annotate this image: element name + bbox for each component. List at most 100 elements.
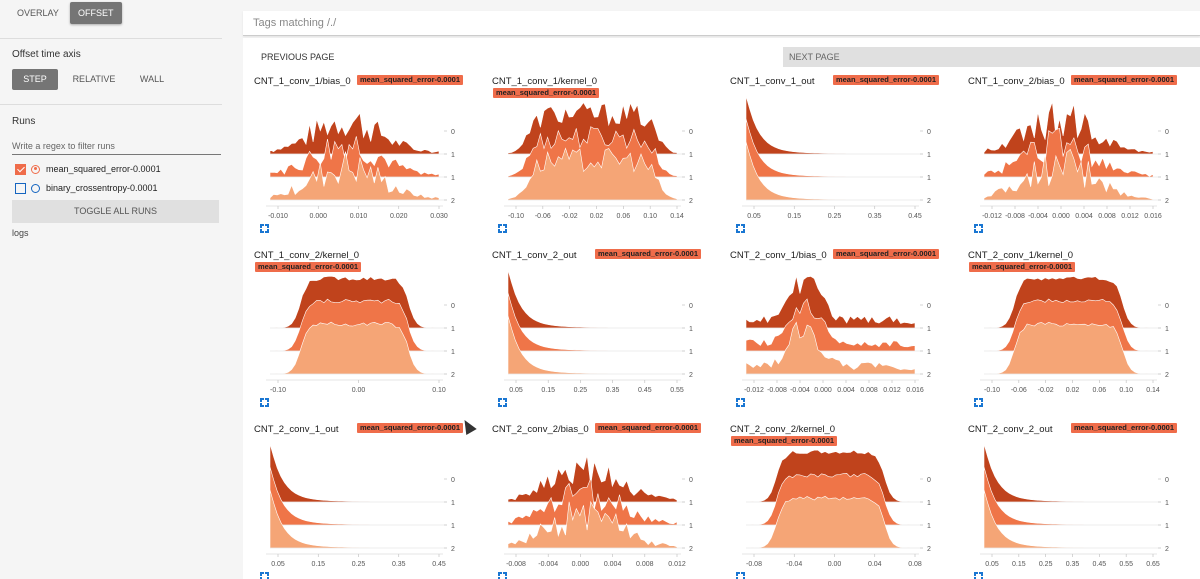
histogram-plot[interactable]: 0 1 1 2 -0.10 -0.06 -0.02 0.02 0.06 0.10 0.14 — [492, 94, 717, 234]
expand-chart-icon[interactable] — [974, 398, 983, 407]
x-tick-label: 0.25 — [352, 561, 366, 568]
histogram-card: CNT_1_conv_2/kernel_0 mean_squared_error-… — [254, 250, 479, 420]
x-tick-label: 0.55 — [1119, 561, 1133, 568]
y-tick-label: 1 — [689, 500, 693, 507]
y-tick-label: 0 — [927, 129, 931, 136]
histogram-step-0 — [983, 443, 1154, 503]
histogram-plot[interactable]: 0 1 1 2 -0.08 -0.04 0.00 0.04 0.08 — [730, 442, 955, 579]
histogram-plot[interactable]: 0 1 1 2 -0.10 -0.06 -0.02 0.02 0.06 0.10 0.14 — [968, 268, 1193, 408]
y-tick-label: 0 — [689, 303, 693, 310]
x-tick-label: 0.008 — [860, 387, 878, 394]
histogram-plot[interactable]: 0 1 1 2 -0.012 -0.008 -0.004 0.000 0.004 0.008 0.0… — [730, 268, 955, 408]
histogram-plot[interactable]: 0 1 1 2 -0.008 -0.004 0.000 0.004 0.008 0.012 — [492, 442, 717, 579]
y-tick-label: 1 — [451, 152, 455, 159]
x-tick-label: 0.25 — [574, 387, 588, 394]
chart-title: CNT_2_conv_2/bias_0 — [492, 424, 589, 435]
expand-chart-icon[interactable] — [736, 398, 745, 407]
y-tick-label: 2 — [689, 198, 693, 205]
wall-axis-button[interactable]: WALL — [139, 74, 165, 84]
run-checkbox[interactable] — [15, 182, 26, 194]
y-tick-label: 1 — [927, 175, 931, 182]
histogram-plot[interactable]: 0 1 1 2 0.05 0.15 0.25 0.35 0.45 — [730, 94, 955, 234]
histogram-plot[interactable]: 0 1 1 2 0.05 0.15 0.25 0.35 0.45 — [254, 442, 479, 579]
next-page-button[interactable]: NEXT PAGE — [783, 47, 1200, 67]
y-tick-label: 2 — [451, 372, 455, 379]
expand-chart-icon[interactable] — [260, 572, 269, 579]
histogram-plot[interactable]: 0 1 1 2 -0.012 -0.008 -0.004 0.000 0.004 0.008 0.0… — [968, 94, 1193, 234]
run-badge: mean_squared_error-0.0001 — [255, 262, 362, 272]
y-tick-label: 1 — [451, 326, 455, 333]
x-tick-label: 0.004 — [837, 387, 855, 394]
run-badge: mean_squared_error-0.0001 — [731, 436, 838, 446]
histogram-plot[interactable]: 0 1 1 2 -0.010 0.000 0.010 0.020 0.030 — [254, 94, 479, 234]
x-tick-label: 0.012 — [668, 561, 686, 568]
x-tick-label: 0.35 — [392, 561, 406, 568]
expand-chart-icon[interactable] — [498, 224, 507, 233]
x-tick-label: 0.45 — [1093, 561, 1107, 568]
histogram-card: CNT_1_conv_2_out mean_squared_error-0.000… — [492, 249, 717, 420]
x-tick-label: -0.06 — [1011, 387, 1027, 394]
run-item[interactable]: mean_squared_error-0.0001 — [15, 162, 161, 176]
histogram-plot[interactable]: 0 1 1 2 0.05 0.15 0.25 0.35 0.45 0.55 0.65 — [968, 442, 1193, 579]
x-tick-label: 0.35 — [606, 387, 620, 394]
run-label: binary_crossentropy-0.0001 — [46, 183, 158, 193]
expand-chart-icon[interactable] — [498, 572, 507, 579]
x-tick-label: 0.05 — [985, 561, 999, 568]
histogram-plot[interactable]: 0 1 1 2 -0.10 0.00 0.10 — [254, 268, 479, 408]
y-tick-label: 2 — [451, 546, 455, 553]
x-tick-label: -0.02 — [1038, 387, 1054, 394]
tag-search-bar — [243, 11, 1200, 36]
run-color-radio[interactable] — [31, 183, 40, 193]
y-tick-label: 2 — [1165, 372, 1169, 379]
run-badge: mean_squared_error-0.0001 — [594, 423, 701, 433]
histogram-step-1 — [745, 298, 916, 352]
relative-axis-button[interactable]: RELATIVE — [72, 74, 116, 84]
run-filter-input[interactable] — [12, 138, 221, 155]
y-tick-label: 1 — [689, 175, 693, 182]
expand-chart-icon[interactable] — [974, 224, 983, 233]
x-tick-label: 0.008 — [636, 561, 654, 568]
histogram-card: CNT_1_conv_1/kernel_0 mean_squared_error-… — [492, 76, 717, 246]
y-tick-label: 0 — [451, 129, 455, 136]
y-tick-label: 1 — [927, 500, 931, 507]
expand-chart-icon[interactable] — [260, 224, 269, 233]
y-tick-label: 0 — [927, 303, 931, 310]
expand-chart-icon[interactable] — [736, 572, 745, 579]
histogram-plot[interactable]: 0 1 1 2 0.05 0.15 0.25 0.35 0.45 0.55 — [492, 268, 717, 408]
run-badge: mean_squared_error-0.0001 — [1070, 75, 1177, 85]
x-tick-label: 0.10 — [432, 387, 446, 394]
histogram-step-2 — [745, 321, 916, 375]
run-color-radio[interactable] — [31, 164, 40, 174]
x-tick-label: 0.012 — [883, 387, 901, 394]
x-tick-label: 0.00 — [828, 561, 842, 568]
chart-title: CNT_1_conv_1/kernel_0 — [492, 76, 598, 87]
histogram-step-2 — [983, 148, 1154, 201]
overlay-mode-button[interactable]: OVERLAY — [17, 8, 59, 18]
x-tick-label: 0.15 — [1012, 561, 1026, 568]
histogram-step-2 — [507, 147, 678, 201]
chart-title: CNT_1_conv_1/bias_0 — [254, 76, 351, 87]
chart-title: CNT_2_conv_2_out — [968, 424, 1053, 435]
x-tick-label: 0.05 — [509, 387, 523, 394]
previous-page-button[interactable]: PREVIOUS PAGE — [261, 52, 335, 62]
expand-chart-icon[interactable] — [736, 224, 745, 233]
run-item[interactable]: binary_crossentropy-0.0001 — [15, 181, 158, 195]
toggle-all-runs-button[interactable]: TOGGLE ALL RUNS — [12, 200, 219, 223]
x-tick-label: -0.10 — [270, 387, 286, 394]
offset-mode-button[interactable]: OFFSET — [70, 2, 122, 24]
histogram-step-2 — [984, 321, 1153, 375]
expand-chart-icon[interactable] — [498, 398, 507, 407]
run-checkbox[interactable] — [15, 163, 26, 175]
x-tick-label: 0.10 — [643, 213, 657, 220]
step-axis-button[interactable]: STEP — [12, 69, 58, 90]
histogram-card: CNT_2_conv_2/kernel_0 mean_squared_error-… — [730, 424, 955, 579]
x-tick-label: 0.15 — [311, 561, 325, 568]
tag-search-input[interactable] — [253, 15, 1153, 31]
x-tick-label: 0.008 — [1098, 213, 1116, 220]
expand-chart-icon[interactable] — [260, 398, 269, 407]
y-tick-label: 2 — [927, 198, 931, 205]
y-tick-label: 0 — [1165, 129, 1169, 136]
histogram-step-0 — [507, 455, 678, 503]
histogram-card: CNT_1_conv_2/bias_0 mean_squared_error-0.… — [968, 75, 1193, 246]
expand-chart-icon[interactable] — [974, 572, 983, 579]
